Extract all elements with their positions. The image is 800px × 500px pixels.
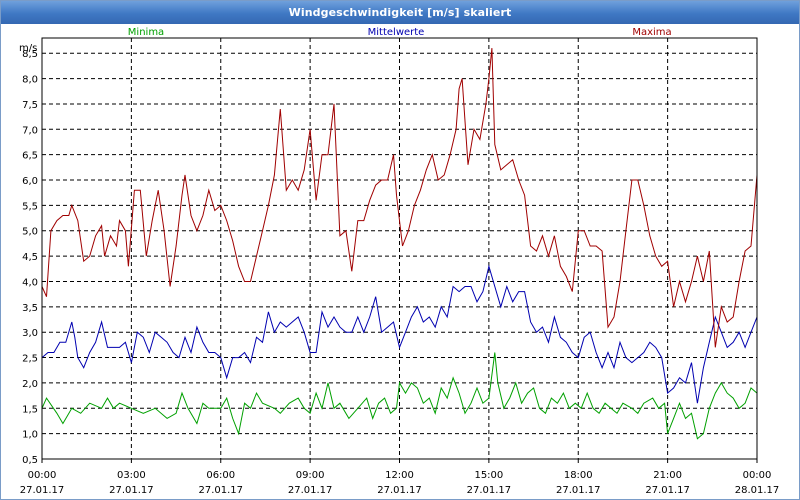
y-tick-label: 1,0 xyxy=(22,430,38,441)
grid xyxy=(42,38,757,460)
x-tick-time: 03:00 xyxy=(117,470,146,481)
y-tick-label: 8,0 xyxy=(22,75,38,86)
y-tick-label: 3,0 xyxy=(22,328,38,339)
y-tick-label: 3,5 xyxy=(22,303,38,314)
y-tick-label: 8,5 xyxy=(22,49,38,60)
y-tick-label: 6,5 xyxy=(22,151,38,162)
y-tick-label: 5,5 xyxy=(22,201,38,212)
wind-speed-chart: m/s 0,5 1,0 1,5 2,0 2,5 3,0 3,5 4,0 4,5 5,0 5,5 6,0… xyxy=(19,27,779,496)
y-tick-label: 5,0 xyxy=(22,227,38,238)
x-tick-date: 27.01.17 xyxy=(645,485,690,496)
series-lines xyxy=(41,48,758,440)
x-tick-time: 06:00 xyxy=(206,470,235,481)
x-tick-date: 27.01.17 xyxy=(556,485,601,496)
x-tick-time: 15:00 xyxy=(474,470,503,481)
series-line-minima xyxy=(41,352,758,440)
x-tick-date: 27.01.17 xyxy=(288,485,333,496)
x-tick-time: 21:00 xyxy=(653,470,682,481)
y-tick-label: 4,0 xyxy=(22,277,38,288)
x-tick-time: 12:00 xyxy=(385,470,414,481)
x-tick-date: 27.01.17 xyxy=(109,485,154,496)
x-tick-time: 09:00 xyxy=(296,470,325,481)
series-line-maxima xyxy=(41,48,758,348)
series-line-mittel xyxy=(41,264,758,404)
x-tick-date: 27.01.17 xyxy=(467,485,512,496)
window-title: Windgeschwindigkeit [m/s] skaliert xyxy=(1,1,799,24)
legend-mittel: Mittelwerte xyxy=(368,27,425,38)
legend-maxima: Maxima xyxy=(632,27,671,38)
y-tick-label: 2,5 xyxy=(22,354,38,365)
x-tick-date: 28.01.17 xyxy=(735,485,780,496)
x-tick-date: 27.01.17 xyxy=(198,485,243,496)
legend-minima: Minima xyxy=(128,27,164,38)
y-tick-label: 7,0 xyxy=(22,125,38,136)
x-tick-time: 18:00 xyxy=(564,470,593,481)
y-axis-label: m/s xyxy=(19,43,37,54)
y-tick-label: 2,0 xyxy=(22,379,38,390)
axes: m/s 0,5 1,0 1,5 2,0 2,5 3,0 3,5 4,0 4,5 5,0 5,5 6,0… xyxy=(19,43,779,496)
x-tick-date: 27.01.17 xyxy=(377,485,422,496)
legend: Minima Mittelwerte Maxima xyxy=(128,27,672,38)
y-tick-label: 7,5 xyxy=(22,100,38,111)
x-tick-date: 27.01.17 xyxy=(20,485,65,496)
y-tick-label: 0,5 xyxy=(22,455,38,466)
x-tick-time: 00:00 xyxy=(743,470,772,481)
x-tick-time: 00:00 xyxy=(28,470,57,481)
y-tick-label: 6,0 xyxy=(22,176,38,187)
y-tick-label: 4,5 xyxy=(22,252,38,263)
y-tick-label: 1,5 xyxy=(22,404,38,415)
